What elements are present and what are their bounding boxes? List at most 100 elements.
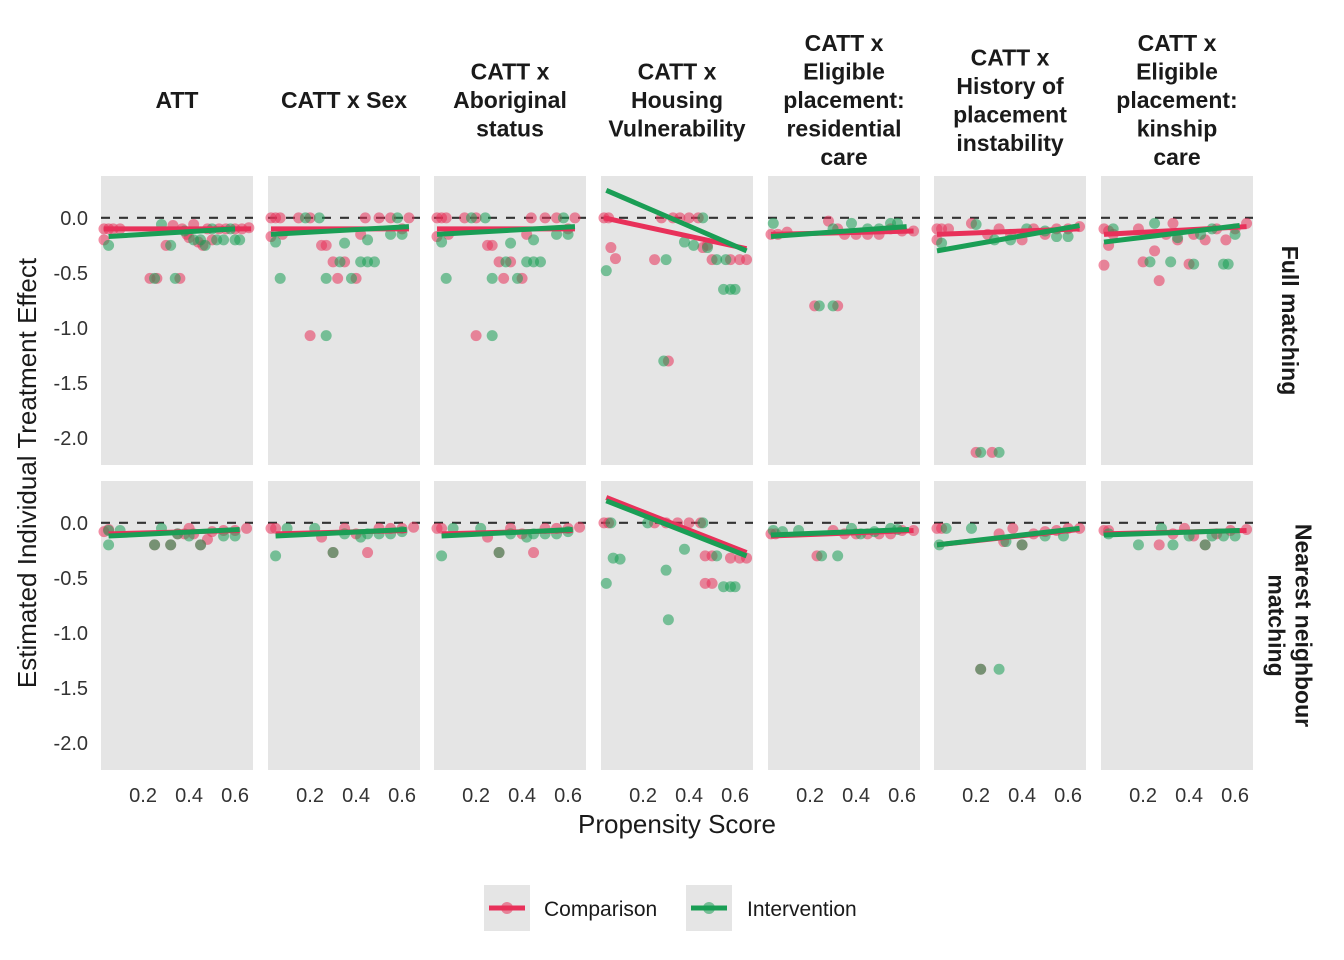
- strip-label-line: care: [1153, 144, 1200, 170]
- data-point-intervention: [600, 265, 612, 277]
- panel-background: [934, 176, 1086, 465]
- x-tick-label: 0.6: [1221, 785, 1249, 807]
- strip-label-line: matching: [1264, 574, 1290, 676]
- x-tick-label: 0.2: [796, 785, 824, 807]
- y-tick-label: -1.5: [54, 678, 88, 700]
- strip-label-line: placement:: [1116, 87, 1237, 113]
- x-tick-label: 0.2: [129, 785, 157, 807]
- data-point-comparison: [359, 212, 371, 224]
- x-tick-label: 0.4: [1175, 785, 1203, 807]
- data-point-comparison: [605, 242, 617, 254]
- column-strip-labels: ATT CATT x Sex CATT x Aboriginal status CATT …: [155, 30, 1237, 170]
- data-point-intervention: [493, 547, 505, 559]
- column-strip-label: CATT x Aboriginal status: [453, 59, 567, 142]
- data-point-comparison: [724, 552, 736, 564]
- panel-background: [101, 481, 253, 770]
- data-point-intervention: [1222, 258, 1234, 270]
- data-point-intervention: [975, 446, 987, 458]
- column-strip-label: CATT x History of placement instability: [953, 44, 1067, 156]
- data-point-intervention: [345, 272, 357, 284]
- data-point-intervention: [993, 446, 1005, 458]
- data-point-intervention: [274, 272, 286, 284]
- facet-panel: [598, 176, 753, 465]
- column-strip-label: CATT x Sex: [281, 87, 407, 113]
- data-point-intervention: [479, 212, 491, 224]
- row-strip-label: Full matching: [1277, 246, 1303, 396]
- data-point-intervention: [658, 355, 670, 367]
- data-point-intervention: [678, 543, 690, 555]
- data-point-intervention: [614, 553, 626, 565]
- data-point-intervention: [327, 547, 339, 559]
- y-axis-title: Estimated Individual Treatment Effect: [12, 257, 42, 688]
- strip-label-line: placement: [953, 101, 1067, 127]
- data-point-comparison: [528, 547, 540, 559]
- data-point-intervention: [149, 272, 161, 284]
- data-point-comparison: [649, 254, 661, 266]
- strip-label-line: care: [820, 144, 867, 170]
- data-point-intervention: [218, 234, 230, 246]
- data-point-intervention: [511, 272, 523, 284]
- y-tick-label: -1.5: [54, 373, 88, 395]
- strip-label-line: placement:: [783, 87, 904, 113]
- data-point-intervention: [1229, 228, 1241, 240]
- data-point-comparison: [362, 547, 374, 559]
- facet-panel: [431, 176, 586, 465]
- data-point-intervention: [697, 212, 709, 224]
- data-point-intervention: [813, 300, 825, 312]
- panel-background: [101, 176, 253, 465]
- data-point-intervention: [149, 539, 161, 551]
- trend-line-intervention: [770, 224, 907, 240]
- data-point-intervention: [845, 217, 857, 229]
- facet-panel: [765, 176, 920, 465]
- data-point-intervention: [169, 272, 181, 284]
- y-tick-label: -2.0: [54, 733, 88, 755]
- data-point-intervention: [662, 614, 674, 626]
- data-point-intervention: [486, 330, 498, 342]
- data-point-intervention: [436, 236, 448, 248]
- data-point-intervention: [936, 237, 948, 249]
- legend: Comparison Intervention: [484, 885, 857, 931]
- strip-label-line: Nearest neighbour: [1291, 524, 1317, 727]
- x-tick-label: 0.2: [629, 785, 657, 807]
- data-point-intervention: [234, 234, 246, 246]
- trend-line-intervention: [441, 526, 573, 539]
- strip-label-line: History of: [956, 73, 1064, 99]
- data-point-intervention: [534, 256, 546, 268]
- data-point-intervention: [697, 517, 709, 529]
- data-point-intervention: [465, 212, 477, 224]
- trend-line-comparison: [603, 215, 748, 252]
- y-tick-label: 0.0: [60, 208, 88, 230]
- data-point-intervention: [1144, 256, 1156, 268]
- data-point-intervention: [320, 330, 332, 342]
- data-point-comparison: [1098, 259, 1110, 271]
- panel-background: [1101, 481, 1253, 770]
- x-tick-label: 0.4: [842, 785, 870, 807]
- facet-panel: [98, 481, 253, 770]
- trend-line-intervention: [108, 226, 236, 240]
- data-point-comparison: [436, 522, 448, 534]
- data-point-comparison: [403, 212, 415, 224]
- data-point-comparison: [706, 577, 718, 589]
- panel-background: [434, 176, 586, 465]
- data-point-intervention: [270, 236, 282, 248]
- column-strip-label: ATT: [155, 87, 198, 113]
- strip-label-line: Vulnerability: [608, 116, 745, 142]
- column-strip-label: CATT x Eligible placement: residential care: [783, 30, 904, 170]
- data-point-intervention: [816, 550, 828, 562]
- legend-label-intervention: Intervention: [747, 898, 857, 921]
- x-tick-label: 0.6: [721, 785, 749, 807]
- trend-line-intervention: [108, 526, 240, 539]
- data-point-comparison: [304, 330, 316, 342]
- data-point-intervention: [486, 272, 498, 284]
- y-axis: 0.0 -0.5 -1.0 -1.5 -2.0 0.0 -0.5 -1.0 -1.5 -2.0: [54, 208, 88, 755]
- panel-background: [268, 176, 420, 465]
- data-point-comparison: [569, 212, 581, 224]
- data-point-intervention: [391, 212, 403, 224]
- data-point-intervention: [385, 228, 397, 240]
- strip-label-line: Full matching: [1277, 246, 1303, 396]
- legend-point-intervention: [703, 902, 715, 914]
- data-point-intervention: [701, 242, 713, 254]
- strip-label-line: CATT x: [638, 59, 717, 85]
- facet-panel: [765, 481, 920, 770]
- trend-line-intervention: [936, 223, 1080, 254]
